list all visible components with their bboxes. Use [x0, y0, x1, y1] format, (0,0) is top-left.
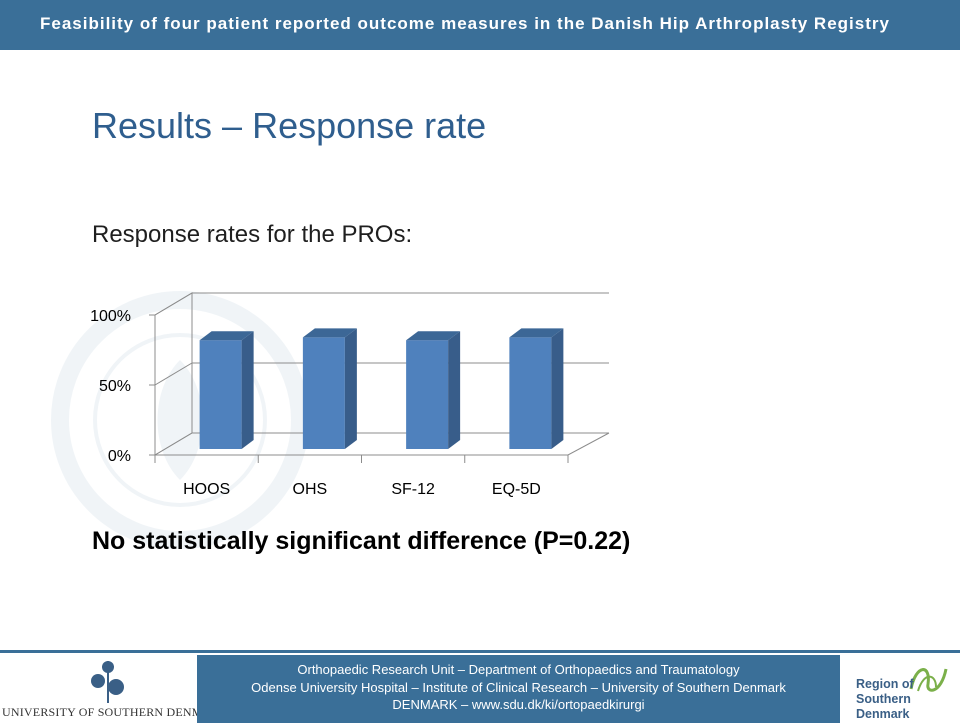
- bar-sf-12: [406, 331, 461, 449]
- bar-front: [199, 340, 242, 449]
- bar-side: [448, 331, 461, 449]
- chart-gridline: [154, 292, 609, 316]
- university-logo-text: UNIVERSITY OF SOUTHERN DENMARK: [2, 705, 229, 719]
- bar-front: [509, 337, 552, 449]
- chart-bars: [199, 328, 564, 449]
- bar-top: [199, 331, 254, 341]
- chart-grid: [154, 292, 610, 463]
- bar-top: [406, 331, 461, 341]
- presentation-title: Feasibility of four patient reported out…: [40, 14, 890, 33]
- footer-line-1: Orthopaedic Research Unit – Department o…: [297, 662, 740, 677]
- bar-front: [406, 340, 449, 449]
- response-rate-chart: 0% 50% 100% HOOS OHS SF-12 EQ-5D: [90, 292, 610, 498]
- x-tick-label: SF-12: [391, 481, 435, 498]
- x-axis-tick-labels: HOOS OHS SF-12 EQ-5D: [183, 481, 541, 498]
- y-axis-tick-labels: 0% 50% 100%: [90, 308, 155, 465]
- footer: UNIVERSITY OF SOUTHERN DENMARK Orthopaed…: [0, 650, 960, 723]
- region-swirl-logo-icon: [909, 668, 948, 692]
- chart-gridline: [154, 432, 609, 456]
- x-tick-label: HOOS: [183, 481, 230, 498]
- region-logo: Region of Southern Denmark: [846, 655, 960, 723]
- bar-top: [302, 328, 357, 338]
- region-logo-line-1: Region of: [856, 677, 914, 691]
- bar-eq-5d: [509, 328, 564, 449]
- region-logo-text: Region of Southern Denmark: [856, 677, 960, 722]
- bar-hoos: [199, 331, 254, 449]
- slide-title: Results – Response rate: [92, 105, 487, 146]
- university-logo: UNIVERSITY OF SOUTHERN DENMARK: [0, 655, 228, 723]
- x-tick-label: OHS: [293, 481, 328, 498]
- bar-side: [241, 331, 254, 449]
- bar-side: [344, 328, 357, 449]
- footer-info: Orthopaedic Research Unit – Department o…: [197, 655, 840, 723]
- chart-gridline: [154, 362, 609, 386]
- footer-line-3: DENMARK – www.sdu.dk/ki/ortopaedkirurgi: [392, 697, 645, 712]
- y-tick-label: 100%: [90, 308, 131, 325]
- bar-ohs: [302, 328, 357, 449]
- apple-tree-logo-icon: [91, 661, 124, 703]
- x-tick-label: EQ-5D: [492, 481, 541, 498]
- conclusion-text: No statistically significant difference …: [92, 527, 631, 555]
- bar-top: [509, 328, 564, 338]
- y-tick-label: 0%: [108, 448, 131, 465]
- header-bar: Feasibility of four patient reported out…: [0, 0, 960, 50]
- y-tick-label: 50%: [99, 378, 131, 395]
- chart-intro-text: Response rates for the PROs:: [92, 221, 413, 248]
- bar-side: [551, 328, 564, 449]
- footer-line-2: Odense University Hospital – Institute o…: [251, 679, 786, 695]
- bar-front: [302, 337, 345, 449]
- region-logo-line-2: Southern Denmark: [856, 692, 911, 721]
